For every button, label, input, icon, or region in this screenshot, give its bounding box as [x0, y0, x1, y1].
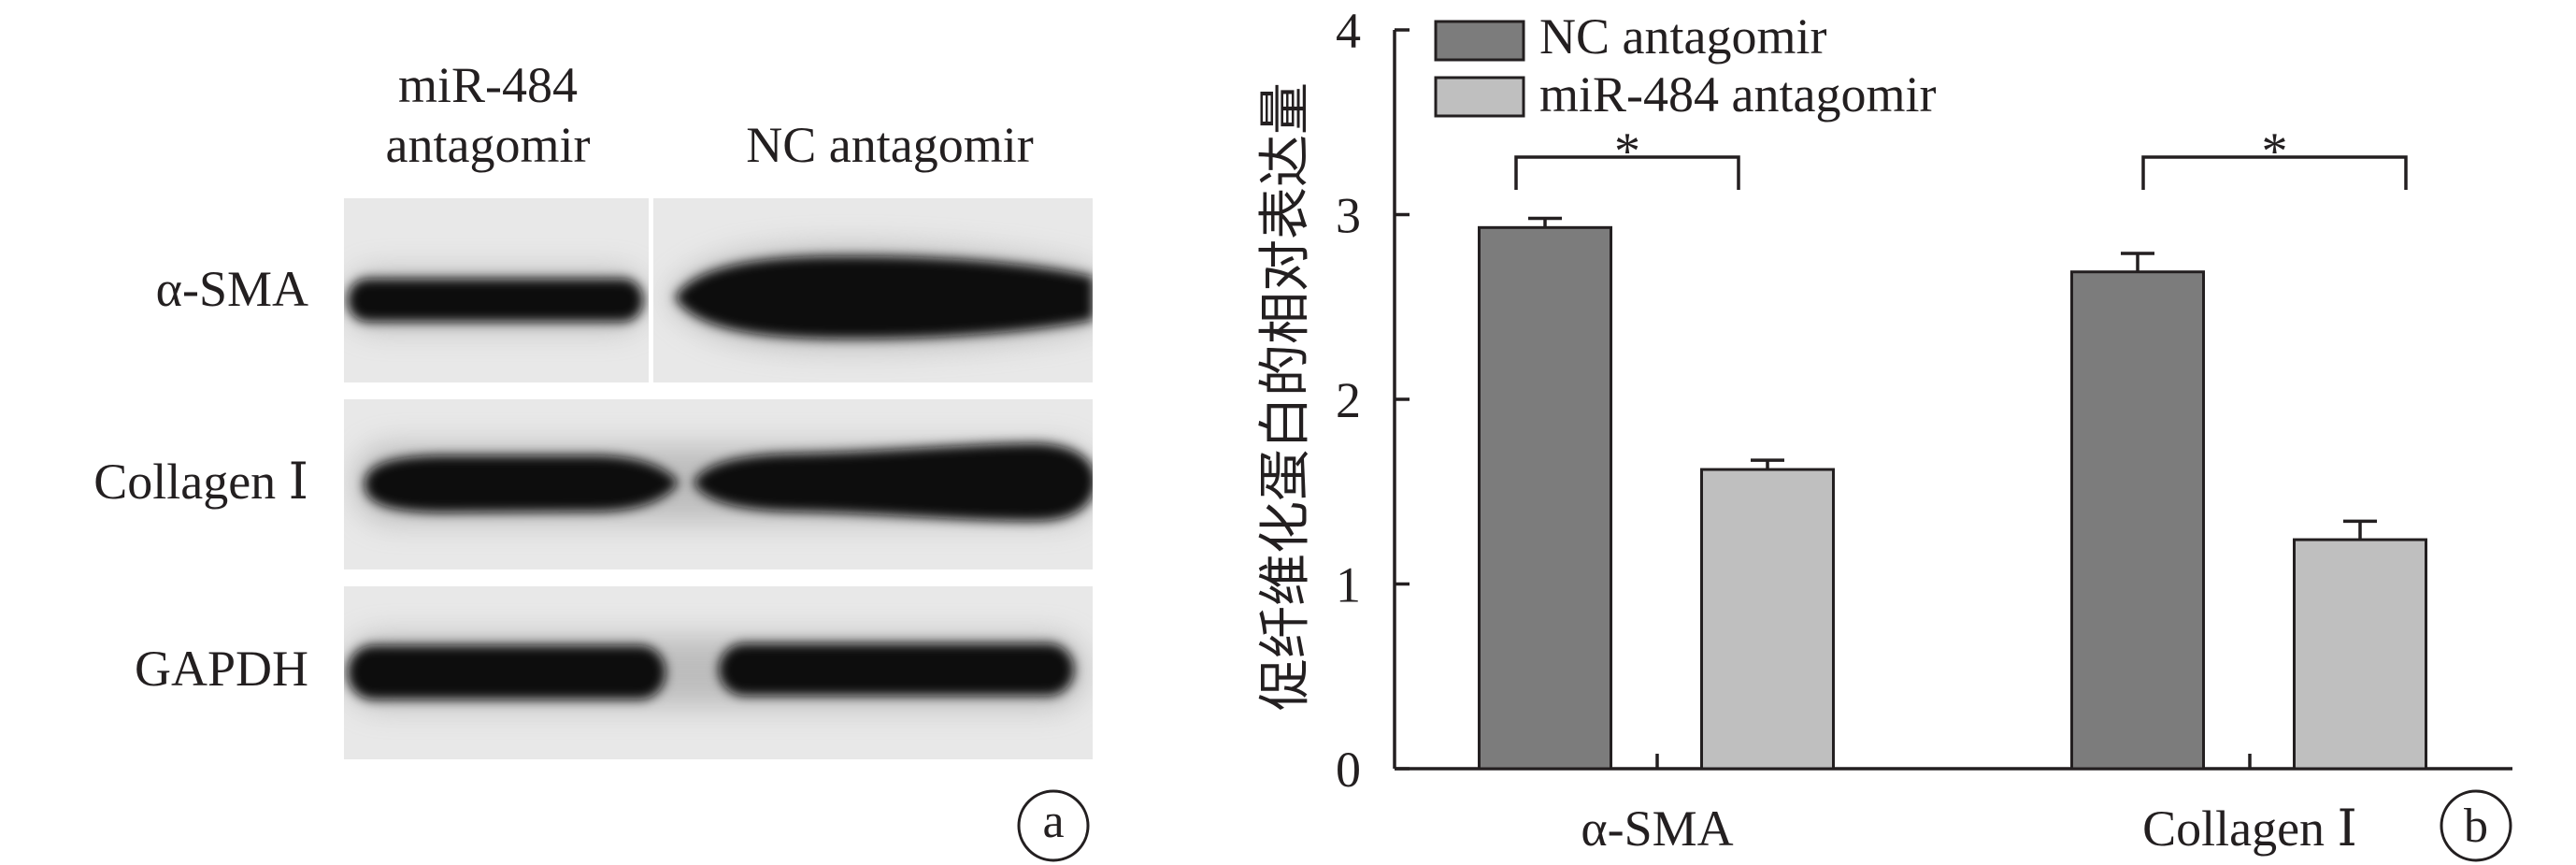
row-label-collagen: Collagen Ⅰ: [93, 454, 308, 510]
row-label-asma: α-SMA: [156, 261, 308, 317]
panel-label-circle: [2440, 789, 2512, 862]
bar-nc-antagomir-collagen: [2070, 270, 2205, 771]
y-tick-label: 2: [1336, 372, 1361, 428]
legend: NC antagomir miR-484 antagomir: [1434, 8, 1936, 123]
panel-label-letter: a: [1042, 795, 1064, 848]
significance-bracket: [1514, 155, 1740, 190]
x-tick-label-collagen: Collagen Ⅰ: [2142, 800, 2357, 857]
bar-mir-484-antagomir-collagen: [2293, 538, 2427, 771]
blot-strip-asma: [344, 198, 1093, 382]
column-label-mir484-line1: miR-484: [398, 57, 578, 113]
bar-nc-antagomir-sma: [1478, 225, 1612, 771]
bar-mir-484-antagomir-sma: [1700, 468, 1835, 771]
band-asma-mir484-antagomir: [348, 279, 643, 322]
panel-label-a: a: [1017, 789, 1090, 862]
blot-strip-collagen: [344, 399, 1093, 569]
column-label-mir484-line2: antagomir: [386, 117, 591, 173]
legend-swatch-mir484-antagomir: [1434, 76, 1525, 118]
panel-b: 促纤维化蛋白的相对表达量 0 1 2 3 4 α-SMA Collagen Ⅰ * * NC a…: [1257, 3, 2512, 862]
blot-strip-gapdh: [344, 586, 1093, 759]
row-label-gapdh: GAPDH: [135, 641, 308, 697]
panel-label-letter: b: [2464, 800, 2488, 853]
panel-a: miR-484 antagomir NC antagomir α-SMA Col…: [93, 57, 1093, 862]
panel-label-b: b: [2440, 789, 2512, 862]
y-tick-label: 4: [1336, 3, 1361, 59]
legend-label-mir484-antagomir: miR-484 antagomir: [1539, 66, 1936, 123]
column-label-nc-antagomir: NC antagomir: [746, 117, 1033, 173]
band-collagen-nc-antagomir: [694, 443, 1093, 522]
significance-asterisk: *: [2262, 123, 2288, 180]
band-asma-nc-antagomir: [675, 255, 1093, 339]
legend-item-mir484-antagomir: miR-484 antagomir: [1434, 66, 1936, 123]
y-axis-title: 促纤维化蛋白的相对表达量: [1257, 82, 1315, 711]
y-tick-label: 1: [1336, 556, 1361, 613]
legend-label-nc-antagomir: NC antagomir: [1539, 8, 1826, 65]
significance-bracket: [2141, 155, 2408, 190]
band-collagen-mir484-antagomir: [365, 455, 679, 512]
band-gapdh-nc-antagomir: [719, 643, 1074, 696]
panel-label-circle: [1017, 789, 1090, 862]
significance-asterisk: *: [1614, 123, 1640, 180]
y-tick-label: 0: [1336, 742, 1361, 798]
y-tick-label: 3: [1336, 187, 1361, 243]
x-tick-label-sma: α-SMA: [1581, 800, 1733, 857]
legend-swatch-nc-antagomir: [1434, 20, 1525, 62]
legend-item-nc-antagomir: NC antagomir: [1434, 8, 1826, 65]
band-gapdh-mir484-antagomir: [348, 645, 665, 699]
bar-chart: 0 1 2 3 4 α-SMA Collagen Ⅰ * *: [1336, 3, 2512, 857]
